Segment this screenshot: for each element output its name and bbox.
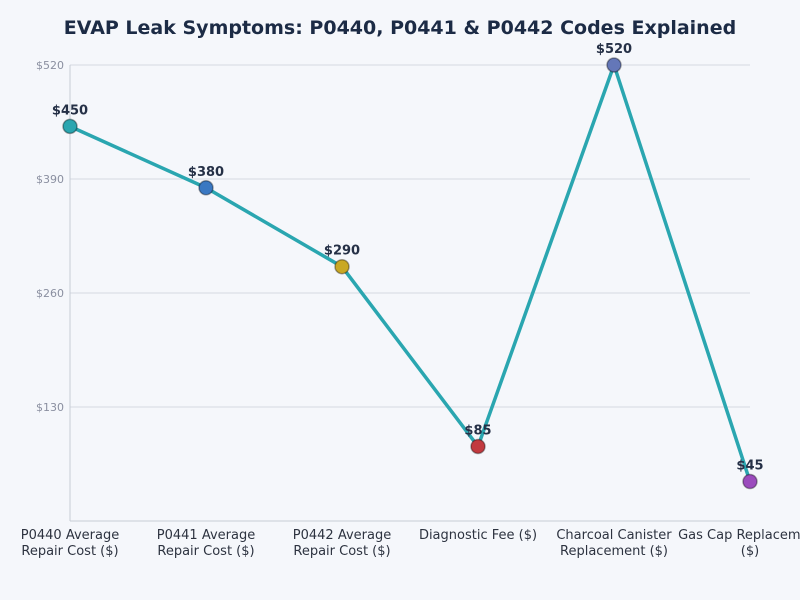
data-label: $45 xyxy=(736,459,763,474)
data-label: $85 xyxy=(464,423,491,438)
chart-title: EVAP Leak Symptoms: P0440, P0441 & P0442… xyxy=(64,17,736,39)
data-label: $380 xyxy=(188,165,224,180)
data-point xyxy=(470,438,486,455)
x-tick-label: P0440 Average Repair Cost ($) xyxy=(21,528,119,559)
x-tick-label: Diagnostic Fee ($) xyxy=(419,528,537,543)
y-tick-label: $390 xyxy=(36,173,64,186)
data-point xyxy=(62,118,78,135)
x-tick-label: P0442 Average Repair Cost ($) xyxy=(293,528,391,559)
data-point xyxy=(606,57,622,73)
y-tick-label: $130 xyxy=(36,401,64,414)
data-label: $290 xyxy=(324,244,360,259)
data-point xyxy=(742,473,758,490)
data-point xyxy=(198,180,214,196)
data-label: $450 xyxy=(52,103,88,118)
x-tick-label: Charcoal Canister Replacement ($) xyxy=(556,528,672,559)
y-tick-label: $260 xyxy=(36,287,64,300)
x-tick-label: P0441 Average Repair Cost ($) xyxy=(157,528,255,559)
y-tick-label: $520 xyxy=(36,59,64,72)
data-point xyxy=(334,258,350,275)
x-tick-label: Gas Cap Replacement($) xyxy=(678,528,800,559)
data-label: $520 xyxy=(596,42,632,57)
series-line xyxy=(69,63,752,483)
